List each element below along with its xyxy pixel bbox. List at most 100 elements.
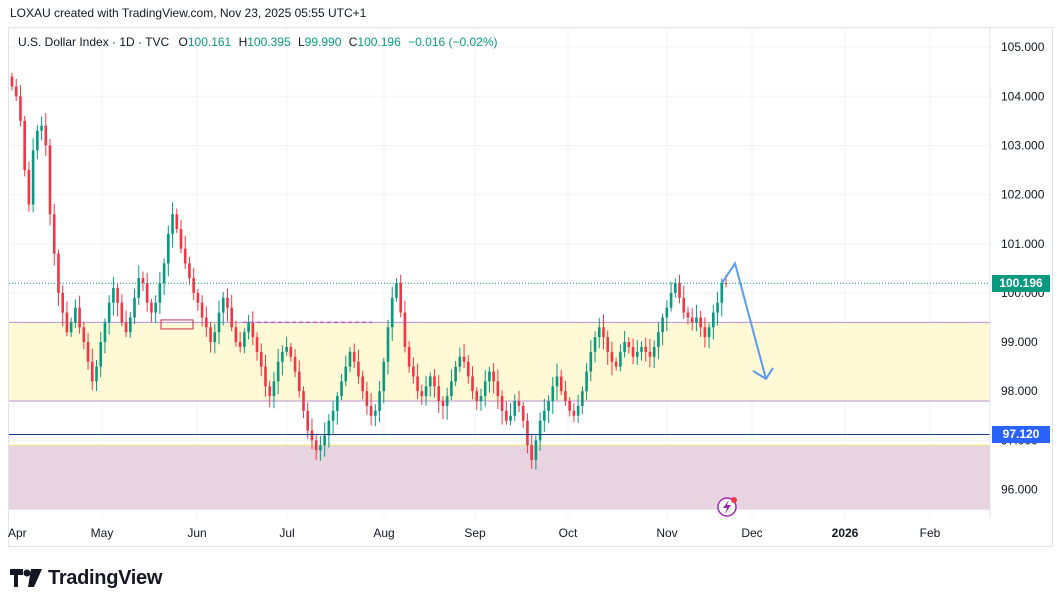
candle-body — [319, 445, 322, 451]
candle-body — [597, 327, 601, 338]
candle-body — [433, 376, 436, 387]
candle-body — [221, 297, 225, 313]
candle-body — [158, 283, 162, 303]
candles — [10, 72, 728, 470]
candle-body — [31, 150, 35, 205]
candle-body — [547, 401, 550, 411]
candle-body — [69, 322, 73, 333]
candle-body — [302, 391, 305, 411]
candle-body — [665, 307, 669, 318]
y-tick-label: 103.000 — [1001, 138, 1045, 152]
candle-body — [412, 366, 415, 377]
candle-body — [644, 346, 648, 352]
candle-body — [678, 283, 681, 298]
time-axis: Apr May Jun Jul Aug Sep Oct Nov Dec 2026 Feb — [8, 526, 941, 540]
candle-body — [695, 317, 698, 323]
candle-body — [585, 371, 588, 392]
x-tick-label: Oct — [559, 526, 578, 540]
tradingview-logo-icon — [10, 569, 42, 587]
candle-body — [82, 327, 86, 343]
candle-body — [623, 342, 626, 352]
candle-body — [686, 312, 690, 318]
candle-body — [145, 283, 149, 303]
legend-high-label: H — [238, 35, 248, 49]
candle-body — [293, 356, 297, 372]
candle-body — [635, 351, 639, 357]
candle-body — [581, 391, 584, 406]
candle-body — [390, 297, 394, 328]
candle-body — [378, 391, 381, 411]
candle-body — [513, 401, 517, 416]
candle-body — [716, 302, 719, 313]
logo-text: TradingView — [48, 566, 163, 589]
projection-arrow — [721, 261, 767, 380]
candle-body — [205, 317, 208, 328]
candle-body — [450, 381, 453, 397]
candle-body — [369, 405, 373, 416]
candle-body — [234, 327, 238, 343]
candle-body — [661, 317, 664, 333]
overlays — [9, 261, 990, 517]
candle-body — [543, 410, 546, 421]
candle-body — [471, 376, 474, 392]
support-level-tag: 97.120 — [992, 426, 1050, 444]
candle-body — [107, 302, 111, 323]
legend-low-label: L — [297, 35, 305, 49]
lightning-icon-dot — [731, 497, 737, 503]
candle-body — [576, 405, 580, 416]
x-tick-label: Jun — [187, 526, 206, 540]
candle-body — [441, 401, 445, 406]
candle-body — [466, 361, 470, 377]
candle-body — [386, 327, 390, 362]
candle-body — [247, 322, 250, 333]
candle-body — [593, 337, 597, 352]
candle-body — [331, 410, 335, 421]
candle-body — [281, 351, 284, 362]
y-tick-label: 98.000 — [1001, 384, 1038, 398]
candle-body — [475, 391, 479, 402]
price-axis: 96.00097.00098.00099.000100.000101.00010… — [989, 28, 1045, 518]
chart-attribution: LOXAU created with TradingView.com, Nov … — [10, 6, 367, 20]
tradingview-logo[interactable]: TradingView — [10, 565, 162, 591]
y-tick-label: 102.000 — [1001, 188, 1045, 202]
zones — [9, 321, 990, 510]
candle-body — [424, 386, 428, 397]
candle-body — [167, 233, 170, 264]
candle-body — [259, 351, 263, 367]
candle-body — [213, 332, 217, 343]
candle-body — [526, 420, 529, 446]
candle-body — [150, 302, 153, 313]
candle-body — [365, 391, 369, 406]
candle-body — [703, 327, 707, 338]
candle-body — [48, 145, 52, 215]
candle-body — [116, 287, 119, 303]
candle-body — [327, 420, 331, 436]
candle-body — [74, 307, 77, 323]
candle-body — [568, 401, 571, 411]
candle-body — [357, 361, 360, 377]
candle-body — [124, 322, 128, 333]
candle-body — [61, 292, 65, 313]
candle-body — [399, 283, 402, 313]
candle-body — [631, 346, 635, 357]
candle-body — [407, 346, 411, 367]
candle-body — [289, 346, 293, 357]
chart-frame[interactable] — [8, 27, 1053, 547]
candle-body — [120, 302, 124, 323]
candle-body — [128, 317, 132, 333]
legend-open: 100.161 — [187, 35, 232, 49]
candle-body — [602, 327, 605, 338]
candle-body — [154, 302, 157, 313]
y-tick-label: 101.000 — [1001, 237, 1045, 251]
candle-body — [428, 376, 432, 387]
candle-body — [86, 342, 90, 362]
x-tick-label: Apr — [8, 526, 27, 540]
candle-body — [479, 396, 483, 402]
candle-body — [323, 435, 326, 446]
candle-body — [217, 312, 221, 333]
candle-body — [133, 297, 136, 318]
x-tick-label: Feb — [920, 526, 941, 540]
lightning-icon — [717, 497, 737, 517]
candle-body — [614, 361, 618, 367]
